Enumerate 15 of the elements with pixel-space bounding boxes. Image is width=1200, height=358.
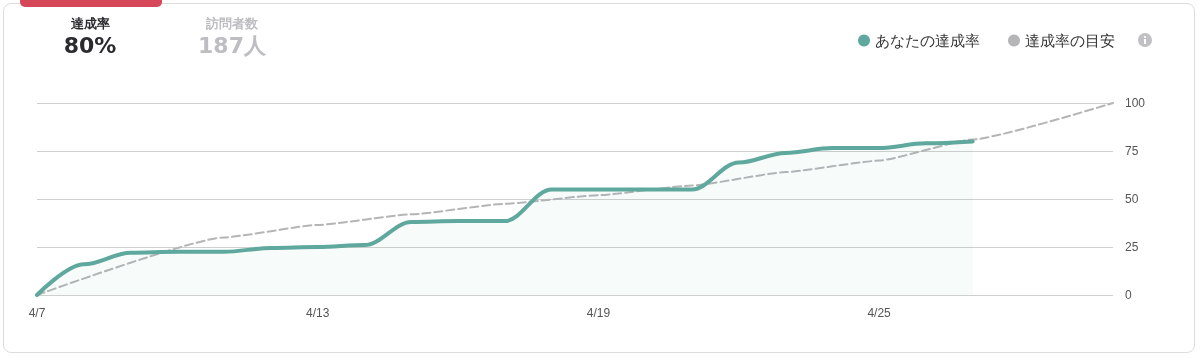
text: 訪問者数 <box>205 15 259 33</box>
legend-label: 達成率の目安 <box>1025 31 1115 50</box>
y-tick-label: 50 <box>1125 192 1139 206</box>
x-tick-label: 4/13 <box>306 306 330 320</box>
y-tick-label: 100 <box>1125 96 1146 110</box>
x-tick-label: 4/7 <box>28 306 46 320</box>
text: 187人 <box>197 33 267 59</box>
x-tick-label: 4/19 <box>586 306 611 320</box>
y-tick-label: 75 <box>1125 144 1139 158</box>
legend-label: あなたの達成率 <box>875 31 980 50</box>
x-tick-label: 4/25 <box>867 306 892 320</box>
y-tick-label: 25 <box>1125 240 1139 254</box>
y-tick-label: 0 <box>1125 288 1132 302</box>
text: 80% <box>62 33 118 59</box>
text: 達成率 <box>69 15 111 33</box>
